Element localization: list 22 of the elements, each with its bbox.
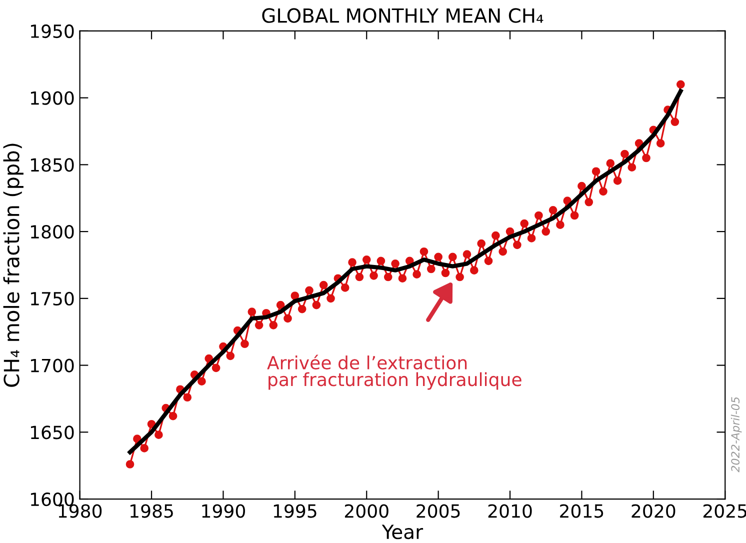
x-tick-label: 2010 [488,504,532,518]
y-tick-label: 1650 [30,426,74,440]
y-axis-title: CH₄ mole fraction (ppb) [3,144,24,387]
y-tick-label: 1750 [30,292,74,306]
x-tick-label: 1980 [58,504,102,518]
y-tick-label: 1950 [30,24,74,38]
y-tick-label: 1900 [30,91,74,105]
x-tick-label: 2020 [632,504,676,518]
x-tick-label: 2015 [560,504,604,518]
x-tick-label: 1985 [130,504,173,518]
y-tick-label: 1850 [30,158,74,172]
x-tick-label: 2005 [416,504,460,518]
chart-title: GLOBAL MONTHLY MEAN CH₄ [262,8,544,23]
y-tick-label: 1600 [30,492,74,506]
text: 2022-April-05 [730,397,742,472]
x-tick-label: 2000 [344,504,388,518]
y-tick-label: 1800 [30,225,74,239]
annotation: Arrivée de l’extraction par fracturation hydraulique [267,354,522,390]
x-tick-label: 1990 [202,504,245,518]
x-tick-label: 1995 [274,504,316,518]
y-tick-label: 1700 [30,358,74,372]
x-axis-title: Year [382,524,424,540]
